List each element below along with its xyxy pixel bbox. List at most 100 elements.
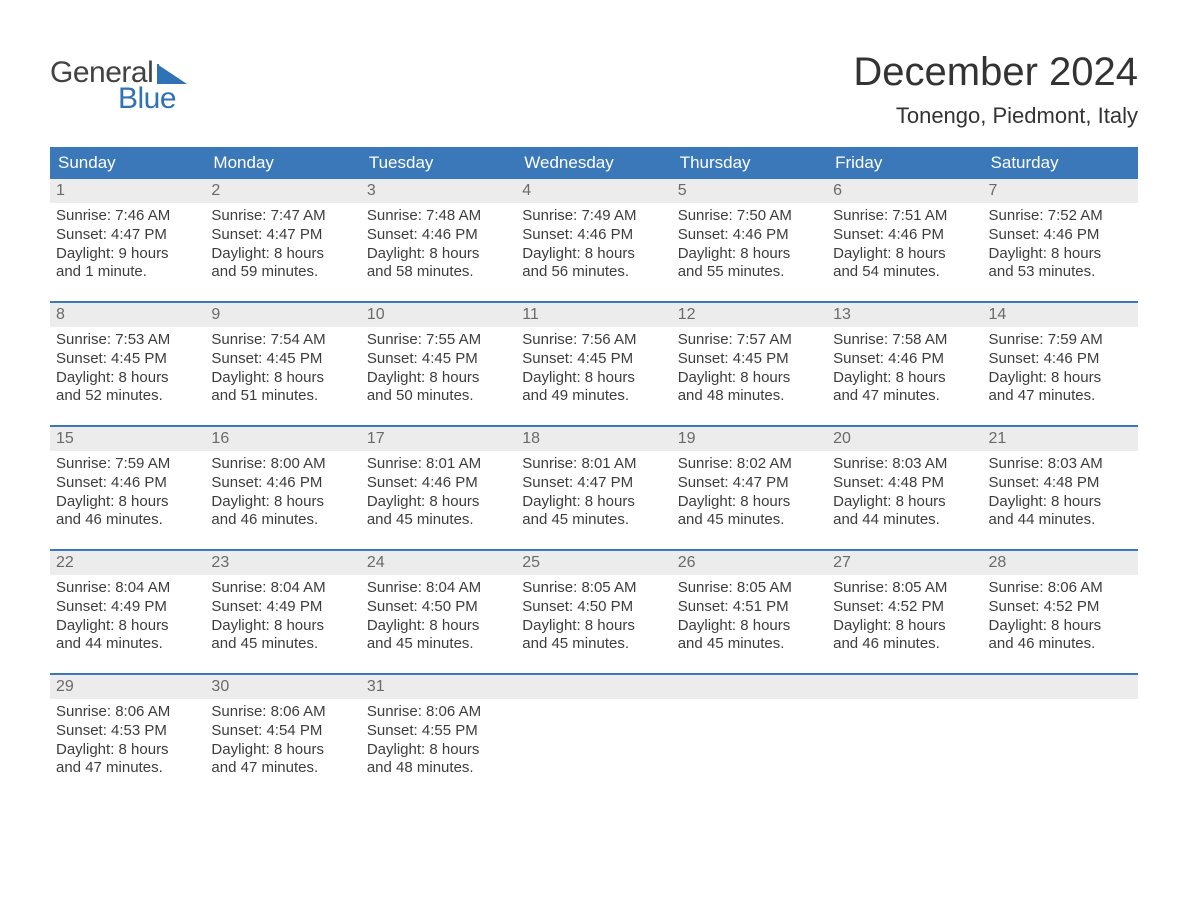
day-body: Sunrise: 8:06 AMSunset: 4:54 PMDaylight:…: [205, 699, 360, 784]
day-body: Sunrise: 7:56 AMSunset: 4:45 PMDaylight:…: [516, 327, 671, 412]
day-sr: Sunrise: 7:55 AM: [367, 331, 510, 350]
day-cell: 8Sunrise: 7:53 AMSunset: 4:45 PMDaylight…: [50, 303, 205, 425]
day-sr: Sunrise: 8:06 AM: [56, 703, 199, 722]
day-ss: Sunset: 4:47 PM: [211, 226, 354, 245]
day-ss: Sunset: 4:51 PM: [678, 598, 821, 617]
day-d2: and 47 minutes.: [989, 387, 1132, 406]
day-body: Sunrise: 8:01 AMSunset: 4:46 PMDaylight:…: [361, 451, 516, 536]
day-number: 19: [672, 427, 827, 451]
day-body: Sunrise: 8:03 AMSunset: 4:48 PMDaylight:…: [983, 451, 1138, 536]
day-number: 18: [516, 427, 671, 451]
day-sr: Sunrise: 7:56 AM: [522, 331, 665, 350]
day-d1: Daylight: 8 hours: [989, 493, 1132, 512]
day-d2: and 55 minutes.: [678, 263, 821, 282]
week-row: 1Sunrise: 7:46 AMSunset: 4:47 PMDaylight…: [50, 179, 1138, 301]
day-cell: 11Sunrise: 7:56 AMSunset: 4:45 PMDayligh…: [516, 303, 671, 425]
day-number: [672, 675, 827, 699]
day-sr: Sunrise: 7:57 AM: [678, 331, 821, 350]
day-cell: 6Sunrise: 7:51 AMSunset: 4:46 PMDaylight…: [827, 179, 982, 301]
day-sr: Sunrise: 8:05 AM: [678, 579, 821, 598]
day-number: 13: [827, 303, 982, 327]
day-ss: Sunset: 4:45 PM: [522, 350, 665, 369]
day-d1: Daylight: 8 hours: [211, 493, 354, 512]
day-ss: Sunset: 4:46 PM: [833, 350, 976, 369]
day-sr: Sunrise: 8:04 AM: [211, 579, 354, 598]
day-ss: Sunset: 4:53 PM: [56, 722, 199, 741]
day-body: Sunrise: 8:06 AMSunset: 4:55 PMDaylight:…: [361, 699, 516, 784]
day-body: Sunrise: 7:51 AMSunset: 4:46 PMDaylight:…: [827, 203, 982, 288]
day-cell: 31Sunrise: 8:06 AMSunset: 4:55 PMDayligh…: [361, 675, 516, 797]
day-d2: and 45 minutes.: [678, 635, 821, 654]
page-subtitle: Tonengo, Piedmont, Italy: [853, 103, 1138, 129]
day-number: 4: [516, 179, 671, 203]
day-number: 7: [983, 179, 1138, 203]
day-body: Sunrise: 8:04 AMSunset: 4:50 PMDaylight:…: [361, 575, 516, 660]
day-ss: Sunset: 4:46 PM: [367, 226, 510, 245]
day-number: 5: [672, 179, 827, 203]
day-d1: Daylight: 8 hours: [211, 369, 354, 388]
day-cell: 30Sunrise: 8:06 AMSunset: 4:54 PMDayligh…: [205, 675, 360, 797]
day-d2: and 48 minutes.: [367, 759, 510, 778]
day-d1: Daylight: 8 hours: [678, 369, 821, 388]
day-sr: Sunrise: 7:50 AM: [678, 207, 821, 226]
day-cell: 13Sunrise: 7:58 AMSunset: 4:46 PMDayligh…: [827, 303, 982, 425]
day-sr: Sunrise: 8:01 AM: [522, 455, 665, 474]
day-ss: Sunset: 4:48 PM: [833, 474, 976, 493]
day-cell: 10Sunrise: 7:55 AMSunset: 4:45 PMDayligh…: [361, 303, 516, 425]
day-cell: 5Sunrise: 7:50 AMSunset: 4:46 PMDaylight…: [672, 179, 827, 301]
day-cell: 16Sunrise: 8:00 AMSunset: 4:46 PMDayligh…: [205, 427, 360, 549]
day-number: 23: [205, 551, 360, 575]
day-number: 6: [827, 179, 982, 203]
day-body: Sunrise: 8:04 AMSunset: 4:49 PMDaylight:…: [205, 575, 360, 660]
day-body: Sunrise: 8:03 AMSunset: 4:48 PMDaylight:…: [827, 451, 982, 536]
logo: General Blue: [50, 56, 187, 116]
day-ss: Sunset: 4:46 PM: [833, 226, 976, 245]
day-sr: Sunrise: 7:46 AM: [56, 207, 199, 226]
day-cell: 17Sunrise: 8:01 AMSunset: 4:46 PMDayligh…: [361, 427, 516, 549]
day-d2: and 53 minutes.: [989, 263, 1132, 282]
week-row: 22Sunrise: 8:04 AMSunset: 4:49 PMDayligh…: [50, 549, 1138, 673]
day-ss: Sunset: 4:46 PM: [522, 226, 665, 245]
day-cell: 22Sunrise: 8:04 AMSunset: 4:49 PMDayligh…: [50, 551, 205, 673]
day-d1: Daylight: 8 hours: [56, 741, 199, 760]
day-cell: [827, 675, 982, 797]
day-body: Sunrise: 7:53 AMSunset: 4:45 PMDaylight:…: [50, 327, 205, 412]
day-number: 30: [205, 675, 360, 699]
day-body: Sunrise: 7:52 AMSunset: 4:46 PMDaylight:…: [983, 203, 1138, 288]
day-number: 2: [205, 179, 360, 203]
day-d2: and 45 minutes.: [367, 635, 510, 654]
day-ss: Sunset: 4:46 PM: [678, 226, 821, 245]
day-body: Sunrise: 7:50 AMSunset: 4:46 PMDaylight:…: [672, 203, 827, 288]
day-cell: [672, 675, 827, 797]
day-d2: and 45 minutes.: [522, 635, 665, 654]
week-row: 29Sunrise: 8:06 AMSunset: 4:53 PMDayligh…: [50, 673, 1138, 797]
day-d1: Daylight: 8 hours: [833, 493, 976, 512]
day-cell: 9Sunrise: 7:54 AMSunset: 4:45 PMDaylight…: [205, 303, 360, 425]
day-sr: Sunrise: 8:05 AM: [833, 579, 976, 598]
day-d2: and 51 minutes.: [211, 387, 354, 406]
day-cell: 19Sunrise: 8:02 AMSunset: 4:47 PMDayligh…: [672, 427, 827, 549]
day-d2: and 50 minutes.: [367, 387, 510, 406]
day-cell: 7Sunrise: 7:52 AMSunset: 4:46 PMDaylight…: [983, 179, 1138, 301]
day-d1: Daylight: 8 hours: [56, 493, 199, 512]
day-body: Sunrise: 8:04 AMSunset: 4:49 PMDaylight:…: [50, 575, 205, 660]
day-sr: Sunrise: 8:05 AM: [522, 579, 665, 598]
day-number: 10: [361, 303, 516, 327]
day-ss: Sunset: 4:45 PM: [367, 350, 510, 369]
day-ss: Sunset: 4:45 PM: [56, 350, 199, 369]
day-d2: and 54 minutes.: [833, 263, 976, 282]
day-body: Sunrise: 7:55 AMSunset: 4:45 PMDaylight:…: [361, 327, 516, 412]
day-d2: and 44 minutes.: [56, 635, 199, 654]
day-number: 1: [50, 179, 205, 203]
day-d2: and 1 minute.: [56, 263, 199, 282]
day-d2: and 45 minutes.: [367, 511, 510, 530]
day-body: Sunrise: 8:06 AMSunset: 4:53 PMDaylight:…: [50, 699, 205, 784]
day-ss: Sunset: 4:49 PM: [56, 598, 199, 617]
weekday-monday: Monday: [205, 147, 360, 179]
day-body: Sunrise: 7:54 AMSunset: 4:45 PMDaylight:…: [205, 327, 360, 412]
day-body: Sunrise: 7:46 AMSunset: 4:47 PMDaylight:…: [50, 203, 205, 288]
weekday-wednesday: Wednesday: [516, 147, 671, 179]
day-body: Sunrise: 7:49 AMSunset: 4:46 PMDaylight:…: [516, 203, 671, 288]
day-d1: Daylight: 8 hours: [211, 741, 354, 760]
day-ss: Sunset: 4:54 PM: [211, 722, 354, 741]
